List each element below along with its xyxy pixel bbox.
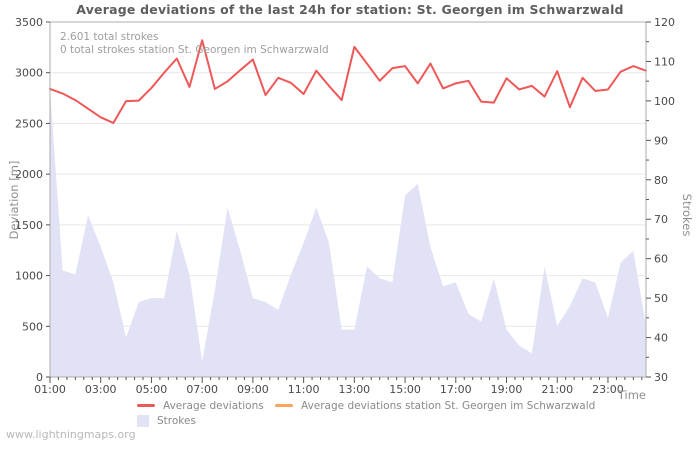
svg-text:1500: 1500 xyxy=(15,219,43,232)
svg-text:110: 110 xyxy=(654,55,675,68)
svg-text:120: 120 xyxy=(654,16,675,29)
svg-text:07:00: 07:00 xyxy=(186,383,218,396)
x-axis-label: Time xyxy=(617,388,646,402)
svg-text:13:00: 13:00 xyxy=(338,383,370,396)
svg-text:2500: 2500 xyxy=(15,117,43,130)
svg-text:70: 70 xyxy=(654,213,668,226)
svg-text:80: 80 xyxy=(654,174,668,187)
svg-text:01:00: 01:00 xyxy=(34,383,66,396)
annotation-total-strokes: 2.601 total strokes xyxy=(60,31,159,43)
legend-item-strokes: Strokes xyxy=(137,414,196,427)
legend-label-average-deviations: Average deviations xyxy=(163,399,264,412)
svg-text:30: 30 xyxy=(654,371,668,384)
svg-text:60: 60 xyxy=(654,253,668,266)
y-axis-right-label: Strokes xyxy=(680,193,694,237)
svg-text:3000: 3000 xyxy=(15,67,43,80)
y-axis-left-label: Deviation [m] xyxy=(7,160,21,240)
watermark: www.lightningmaps.org xyxy=(6,428,136,441)
legend-area-swatch-icon xyxy=(137,414,149,427)
annotation-station-strokes: 0 total strokes station St. Georgen im S… xyxy=(60,44,329,56)
svg-text:3500: 3500 xyxy=(15,16,43,29)
legend-item-station-deviations: Average deviations station St. Georgen i… xyxy=(275,399,595,412)
svg-text:03:00: 03:00 xyxy=(85,383,117,396)
svg-text:500: 500 xyxy=(22,320,43,333)
svg-text:40: 40 xyxy=(654,332,668,345)
legend-label-strokes: Strokes xyxy=(157,414,196,427)
svg-text:11:00: 11:00 xyxy=(288,383,320,396)
legend-label-station-deviations: Average deviations station St. Georgen i… xyxy=(301,399,596,412)
legend-orange-line-swatch-icon xyxy=(275,404,293,407)
svg-text:0: 0 xyxy=(36,371,43,384)
svg-text:09:00: 09:00 xyxy=(237,383,269,396)
chart-title: Average deviations of the last 24h for s… xyxy=(76,2,624,17)
svg-text:19:00: 19:00 xyxy=(491,383,523,396)
svg-text:05:00: 05:00 xyxy=(136,383,168,396)
svg-text:15:00: 15:00 xyxy=(389,383,421,396)
legend-red-line-swatch-icon xyxy=(137,404,155,407)
svg-text:17:00: 17:00 xyxy=(440,383,472,396)
svg-text:50: 50 xyxy=(654,292,668,305)
svg-text:1000: 1000 xyxy=(15,270,43,283)
legend-item-average-deviations: Average deviations xyxy=(137,399,264,412)
svg-text:2000: 2000 xyxy=(15,168,43,181)
svg-text:100: 100 xyxy=(654,95,675,108)
svg-text:23:00: 23:00 xyxy=(592,383,624,396)
svg-text:90: 90 xyxy=(654,134,668,147)
svg-text:21:00: 21:00 xyxy=(541,383,573,396)
